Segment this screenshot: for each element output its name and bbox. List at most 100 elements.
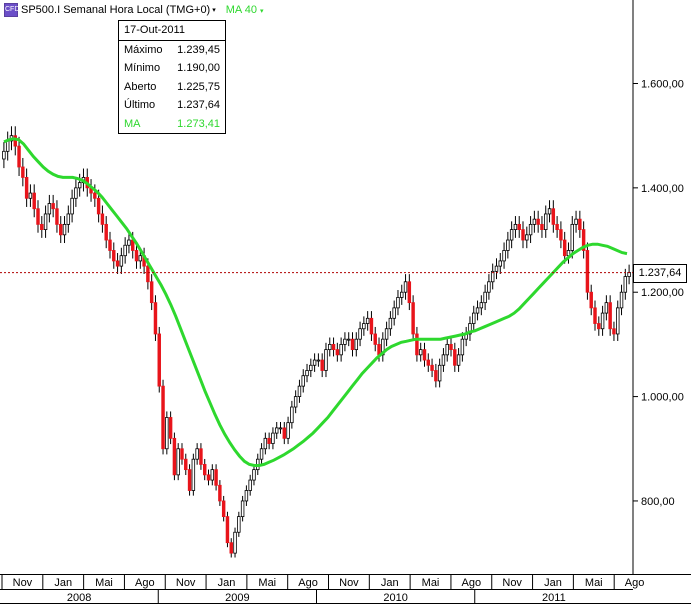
candle-down [134, 250, 139, 262]
ma-dropdown-caret-icon[interactable]: ▾ [260, 8, 264, 15]
candle-up [233, 531, 237, 554]
candle-down [449, 343, 453, 351]
candle-up [388, 317, 393, 330]
candle-up [509, 229, 514, 241]
candle-down [59, 223, 63, 236]
candle-up [248, 479, 252, 491]
candle-up [252, 469, 256, 481]
info-value: 1.239,45 [177, 43, 220, 56]
candle-down [521, 229, 525, 241]
symbol-dropdown-caret-icon[interactable]: ▾ [212, 7, 216, 14]
candle-up [384, 328, 389, 340]
info-value: 1.225,75 [177, 80, 220, 93]
x-month-label: Jan [54, 577, 72, 589]
candle-up [498, 260, 503, 267]
candle-up [191, 458, 196, 491]
candle-up [483, 291, 487, 304]
candle-down [100, 213, 105, 225]
candle-down [612, 328, 616, 335]
candle-down [335, 349, 340, 356]
candle-up [600, 312, 605, 330]
candle-down [146, 265, 150, 283]
x-month-label: Mai [585, 577, 603, 589]
candle-up [396, 297, 400, 309]
ma-indicator-label: MA 40 [225, 4, 257, 16]
candle-down [51, 203, 55, 210]
candle-down [411, 302, 415, 335]
candle-up [354, 338, 359, 351]
candle-down [36, 208, 40, 225]
candle-up [623, 276, 628, 293]
candle-down [578, 218, 582, 230]
candle-down [517, 223, 521, 231]
candle-down [112, 250, 116, 262]
y-tick-label: 800,00 [641, 496, 675, 508]
info-label: Aberto [124, 80, 157, 93]
candle-down [202, 464, 207, 476]
x-month-label: Ago [298, 577, 318, 589]
candle-down [282, 427, 287, 439]
candle-down [115, 260, 120, 267]
candle-down [559, 229, 563, 241]
symbol-title[interactable]: SP500.I Semanal Hora Local (TMG+0) [21, 4, 211, 16]
ma-indicator-toggle[interactable]: MA 40 ▾ [226, 4, 274, 16]
info-value: 1.237,64 [177, 99, 220, 112]
y-tick-label: 1.000,00 [641, 392, 684, 404]
candle-down [585, 250, 590, 293]
candle-down [540, 223, 544, 231]
candle-up [74, 187, 78, 199]
candle-down [597, 323, 601, 330]
candle-up [494, 265, 499, 272]
candle-up [259, 448, 264, 460]
candle-up [297, 385, 302, 397]
candle-up [293, 396, 298, 408]
candle-up [544, 213, 548, 230]
candle-down [267, 437, 271, 444]
candle-up [312, 359, 317, 366]
y-tick-label: 1.200,00 [641, 287, 684, 299]
x-year-label: 2011 [542, 592, 566, 604]
candle-up [381, 338, 385, 356]
candle-down [422, 349, 427, 361]
candle-down [320, 359, 324, 371]
candle-up [176, 448, 180, 476]
x-year-label: 2009 [225, 592, 249, 604]
candle-down [40, 223, 44, 231]
candle-up [343, 338, 347, 345]
candle-down [430, 364, 434, 371]
ohlc-info-box: 17-Out-2011 Máximo 1.239,45 Mínimo 1.190… [118, 20, 226, 134]
candle-up [309, 364, 313, 371]
x-month-label: Mai [422, 577, 440, 589]
candle-down [199, 448, 203, 465]
candle-down [407, 281, 412, 304]
cfd-symbol-icon: CFD [4, 3, 19, 17]
candle-down [172, 437, 177, 476]
last-price-tag: 1.237,64 [633, 263, 687, 283]
candle-down [157, 333, 161, 387]
candle-down [229, 542, 233, 554]
candle-down [24, 177, 29, 199]
candle-up [456, 354, 461, 366]
candle-up [316, 359, 321, 362]
info-row-open: Aberto 1.225,75 [119, 78, 225, 97]
candle-down [551, 208, 556, 225]
candle-up [138, 255, 143, 262]
chart-header: CFD SP500.I Semanal Hora Local (TMG+0) ▾… [4, 2, 274, 18]
x-year-label: 2008 [67, 592, 91, 604]
candle-down [589, 291, 593, 309]
candle-down [13, 135, 17, 147]
x-month-label: Jan [544, 577, 562, 589]
info-row-last: Último 1.237,64 [119, 96, 225, 115]
candle-up [506, 239, 510, 251]
info-value: 1.190,00 [177, 62, 220, 75]
candle-up [490, 270, 495, 283]
candle-up [324, 349, 328, 371]
candle-down [93, 192, 97, 199]
candle-up [305, 370, 309, 377]
candle-up [5, 140, 10, 152]
candle-up [286, 422, 290, 439]
candle-down [17, 145, 21, 168]
x-month-label: Nov [13, 577, 33, 589]
candle-up [619, 291, 624, 309]
